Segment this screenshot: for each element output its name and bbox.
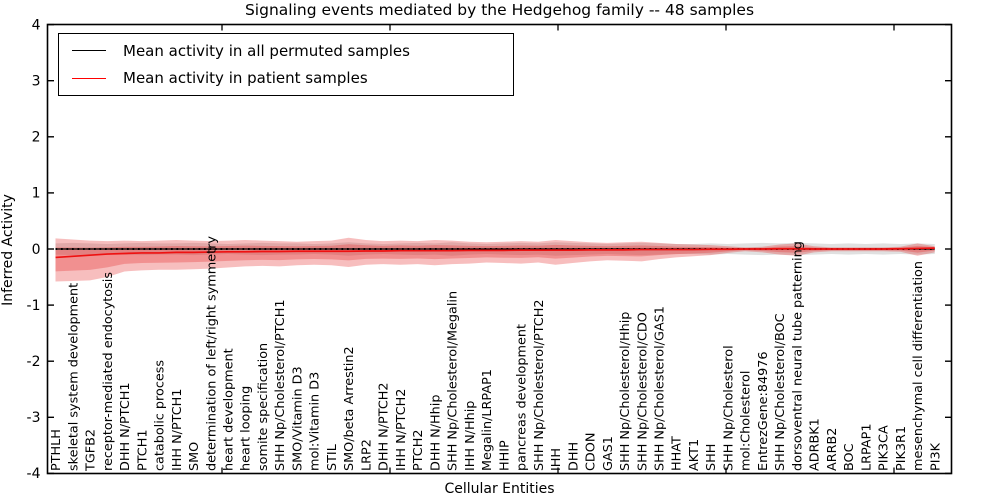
y-tick-label: 4 <box>32 17 41 33</box>
category-label: pancreas development <box>515 324 530 471</box>
category-label: PTCH2 <box>411 430 426 471</box>
category-label: mol:Cholesterol <box>739 371 754 471</box>
category-label: LRP2 <box>359 439 374 471</box>
category-label: DHH N/PTCH2 <box>377 382 392 471</box>
category-label: IHH <box>549 448 564 471</box>
category-label: PI3K <box>928 442 943 471</box>
category-label: skeletal system development <box>66 283 81 471</box>
category-label: somite specification <box>256 343 271 471</box>
category-label: SHH Np/Cholesterol/GAS1 <box>653 306 668 471</box>
patient-line-swatch <box>72 77 106 79</box>
y-tick-label: 1 <box>32 186 41 202</box>
x-axis-label: Cellular Entities <box>444 481 555 497</box>
category-label: SHH Np/Cholesterol/PTCH1 <box>273 300 288 471</box>
y-tick-label: -1 <box>27 298 41 314</box>
category-label: heart development <box>222 348 237 471</box>
category-label: EntrezGene:84976 <box>756 351 771 471</box>
category-label: PIK3R1 <box>894 426 909 471</box>
category-label: SMO <box>187 442 202 471</box>
category-label: dorsoventral neural tube patterning <box>790 241 805 471</box>
category-label: PIK3CA <box>877 425 892 471</box>
category-label: Megalin/LRPAP1 <box>480 369 495 471</box>
category-label: SHH Np/Cholesterol/BOC <box>773 313 788 471</box>
category-label: SHH Np/Cholesterol/CDO <box>635 312 650 471</box>
category-label: AKT1 <box>687 439 702 471</box>
category-label: HHIP <box>497 440 512 471</box>
category-label: SMO/Vitamin D3 <box>290 366 305 471</box>
y-tick-label: 3 <box>32 74 41 90</box>
category-label: IHH N/PTCH2 <box>394 389 409 471</box>
category-label: ARRB2 <box>825 428 840 471</box>
y-tick-label: 0 <box>32 242 41 258</box>
category-label: CDON <box>584 433 599 471</box>
category-label: HHAT <box>670 436 685 471</box>
category-label: catabolic process <box>153 360 168 471</box>
y-tick-label: -4 <box>27 466 41 482</box>
category-label: BOC <box>842 443 857 471</box>
category-label: receptor-mediated endocytosis <box>101 272 116 471</box>
chart-title: Signaling events mediated by the Hedgeho… <box>244 1 755 19</box>
category-label: SHH <box>704 444 719 471</box>
permuted-line-swatch <box>72 50 106 52</box>
legend-label-patient: Mean activity in patient samples <box>123 69 368 88</box>
legend: Mean activity in all permuted samples Me… <box>58 33 514 96</box>
category-label: DHH N/Hhip <box>428 395 443 471</box>
y-tick-label: -2 <box>27 354 41 370</box>
category-label: IHH N/Hhip <box>463 401 478 471</box>
category-label: SMO/beta Arrestin2 <box>342 346 357 471</box>
category-label: heart looping <box>239 386 254 471</box>
category-label: mol:Vitamin D3 <box>308 372 323 471</box>
category-label: STIL <box>325 443 340 471</box>
category-label: SHH Np/Cholesterol/Hhip <box>618 312 633 471</box>
category-label: ADRBK1 <box>808 418 823 471</box>
category-label: PTHLH <box>49 429 64 471</box>
category-label: DHH <box>566 442 581 471</box>
category-label: IHH N/PTCH1 <box>170 389 185 471</box>
category-label: determination of left/right symmetry <box>204 236 219 471</box>
category-label: SHH Np/Cholesterol <box>721 345 736 471</box>
y-tick-label: -3 <box>27 410 41 426</box>
patient-mean-line <box>55 247 935 259</box>
category-label: TGFB2 <box>84 429 99 472</box>
category-label: SHH Np/Cholesterol/Megalin <box>446 291 461 471</box>
legend-item-patient: Mean activity in patient samples <box>59 65 513 91</box>
y-tick-label: 2 <box>32 130 41 146</box>
legend-label-permuted: Mean activity in all permuted samples <box>123 41 410 60</box>
category-label: mesenchymal cell differentiation <box>911 261 926 471</box>
category-label: DHH N/PTCH1 <box>118 382 133 471</box>
category-label: LRPAP1 <box>859 423 874 471</box>
category-label: SHH Np/Cholesterol/PTCH2 <box>532 300 547 471</box>
category-label: PTCH1 <box>135 430 150 471</box>
legend-item-permuted: Mean activity in all permuted samples <box>59 38 513 64</box>
category-label: GAS1 <box>601 436 616 471</box>
